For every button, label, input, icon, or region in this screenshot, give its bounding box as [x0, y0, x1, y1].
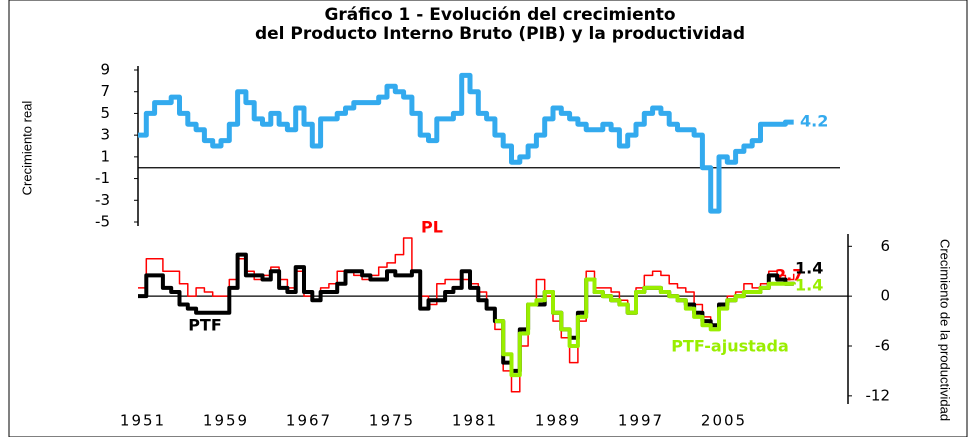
x-tick-label: 1975	[369, 412, 415, 430]
y-tick-label: -6	[875, 337, 890, 355]
end-value-label: 1.4	[795, 276, 823, 295]
x-tick-label: 2005	[701, 412, 747, 430]
y-tick-label: -3	[95, 191, 110, 209]
y-axis-label: Crecimiento real	[19, 101, 34, 196]
chart-title: Gráfico 1 - Evolución del crecimiento	[324, 5, 675, 25]
y-tick-label: -1	[95, 169, 110, 187]
end-value-label: 1.4	[795, 259, 823, 278]
frame	[8, 0, 968, 437]
y-axis-label: Crecimiento de la productividad	[938, 239, 953, 421]
y-tick-label: 3	[100, 126, 110, 144]
end-value-label: 4.2	[800, 112, 828, 131]
x-tick-label: 1989	[535, 412, 581, 430]
y-tick-label: 1	[100, 147, 110, 165]
x-tick-label: 1981	[452, 412, 498, 430]
x-tick-label: 1967	[286, 412, 332, 430]
series-line	[138, 252, 796, 373]
y-tick-label: 7	[100, 82, 110, 100]
y-tick-label: -5	[95, 213, 110, 231]
y-tick-label: 9	[100, 61, 110, 79]
y-tick-label: 0	[880, 287, 890, 305]
chart-title: del Producto Interno Bruto (PIB) y la pr…	[255, 24, 745, 44]
x-tick-label: 1951	[120, 412, 166, 430]
series-line	[494, 277, 796, 378]
y-tick-label: 5	[100, 104, 110, 122]
y-tick-label: 6	[880, 237, 890, 255]
series-name: PTF-ajustada	[671, 337, 789, 356]
series-name: PL	[421, 218, 443, 237]
y-tick-label: -12	[866, 386, 891, 404]
series-name: PTF	[188, 316, 222, 335]
x-tick-label: 1997	[618, 412, 664, 430]
x-tick-label: 1959	[203, 412, 249, 430]
series-line	[138, 72, 794, 214]
